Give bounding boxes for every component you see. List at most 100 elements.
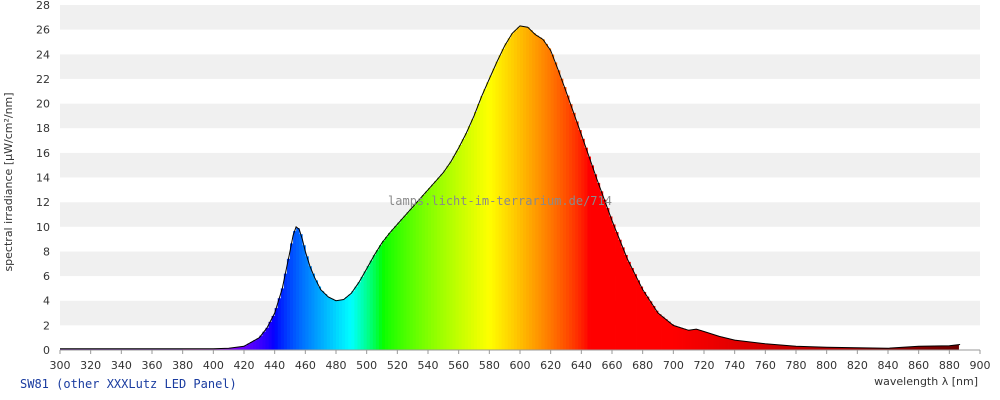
y-tick-label: 0 <box>43 344 50 357</box>
spectrum-fill <box>60 26 959 351</box>
x-tick-label: 760 <box>755 359 776 372</box>
spectrum-strip <box>366 265 371 350</box>
x-tick-label: 700 <box>663 359 684 372</box>
spectrum-strip <box>446 165 450 350</box>
spectrum-strip <box>740 341 745 350</box>
spectrum-strip <box>400 219 404 350</box>
spectrum-strip <box>372 255 377 350</box>
x-tick-label: 500 <box>356 359 377 372</box>
spectrum-strip <box>934 345 938 350</box>
spectrum-strip <box>314 280 318 350</box>
spectrum-strip <box>477 104 481 350</box>
y-tick-label: 6 <box>43 270 50 283</box>
spectrum-strip <box>179 348 184 350</box>
spectrum-strip <box>578 130 582 350</box>
spectrum-strip <box>894 347 898 350</box>
x-tick-label: 660 <box>602 359 623 372</box>
spectrum-strip <box>99 348 104 350</box>
spectrum-strip <box>63 348 67 350</box>
spectrum-strip <box>731 339 736 350</box>
spectrum-strip <box>207 348 211 350</box>
y-tick-label: 28 <box>36 0 50 12</box>
spectrum-strip <box>691 329 696 350</box>
spectrum-strip <box>458 144 463 350</box>
spectrum-strip <box>900 347 904 350</box>
spectrum-strip <box>440 174 444 350</box>
spectrum-strip <box>124 348 128 350</box>
y-tick-label: 22 <box>36 73 50 86</box>
spectrum-strip <box>704 332 708 350</box>
spectrum-strip <box>277 298 282 350</box>
spectrum-strip <box>569 104 573 350</box>
spectrum-strip <box>728 339 732 350</box>
spectrum-strip <box>60 348 64 350</box>
spectrum-strip <box>474 111 478 350</box>
spectrum-strip <box>194 348 199 350</box>
spectrum-strip <box>725 338 729 350</box>
spectrum-strip <box>654 310 659 350</box>
spectrum-strip <box>66 348 70 350</box>
spectrum-strip <box>615 232 619 350</box>
spectrum-strip <box>596 182 601 350</box>
spectrum-strip <box>170 348 174 350</box>
spectrum-strip <box>240 346 245 350</box>
spectrum-strip <box>814 346 818 350</box>
spectrum-strip <box>943 345 947 350</box>
spectrum-strip <box>869 347 874 350</box>
spectrum-strip <box>510 33 515 350</box>
spectrum-strip <box>507 38 512 351</box>
spectrum-strip <box>391 229 395 350</box>
spectrum-strip <box>903 347 907 350</box>
spectrum-strip <box>587 156 591 350</box>
spectrum-strip <box>148 348 153 350</box>
spectrum-strip <box>360 276 364 350</box>
spectrum-strip <box>946 345 950 350</box>
spectrum-strip <box>201 348 205 350</box>
spectrum-strip <box>145 348 150 350</box>
x-tick-label: 640 <box>571 359 592 372</box>
x-tick-label: 520 <box>387 359 408 372</box>
spectrum-strip <box>866 347 870 350</box>
spectrum-strip <box>198 348 202 350</box>
spectrum-strip <box>796 346 800 350</box>
spectrum-strip <box>385 236 389 350</box>
spectrum-strip <box>130 348 134 350</box>
x-tick-label: 420 <box>234 359 255 372</box>
spectrum-strip <box>627 261 631 350</box>
spectrum-strip <box>173 348 177 350</box>
spectrum-strip <box>176 348 180 350</box>
spectrum-strip <box>707 332 711 350</box>
spectrum-strip <box>363 271 368 350</box>
x-tick-label: 360 <box>142 359 163 372</box>
spectrum-strip <box>311 273 315 350</box>
spectrum-strip <box>700 331 705 350</box>
spectrum-strip <box>915 346 920 350</box>
spectrum-strip <box>743 341 748 350</box>
spectrum-strip <box>648 301 653 350</box>
x-tick-label: 740 <box>724 359 745 372</box>
spectrum-strip <box>231 347 236 350</box>
spectrum-curve <box>60 25 961 350</box>
spectrum-strip <box>299 234 303 350</box>
spectrum-strip <box>771 344 775 350</box>
spectrum-strip <box>697 330 702 350</box>
spectrum-strip <box>375 250 380 350</box>
spectrum-strip <box>851 347 855 350</box>
spectrum-strip <box>268 321 272 350</box>
x-tick-label: 860 <box>908 359 929 372</box>
spectrum-strip <box>167 348 171 350</box>
spectrum-strip <box>780 345 785 350</box>
spectrum-strip <box>431 184 435 350</box>
spectrum-strip <box>884 348 889 350</box>
y-tick-label: 20 <box>36 98 50 111</box>
spectrum-strip <box>403 215 407 350</box>
spectrum-strip <box>470 119 475 350</box>
spectrum-strip <box>87 348 92 350</box>
x-tick-label: 900 <box>970 359 991 372</box>
spectrum-strip <box>556 70 561 350</box>
spectrum-strip <box>293 231 297 350</box>
spectrum-strip <box>102 348 107 350</box>
spectrum-strip <box>394 226 398 350</box>
spectrum-strip <box>857 347 861 350</box>
